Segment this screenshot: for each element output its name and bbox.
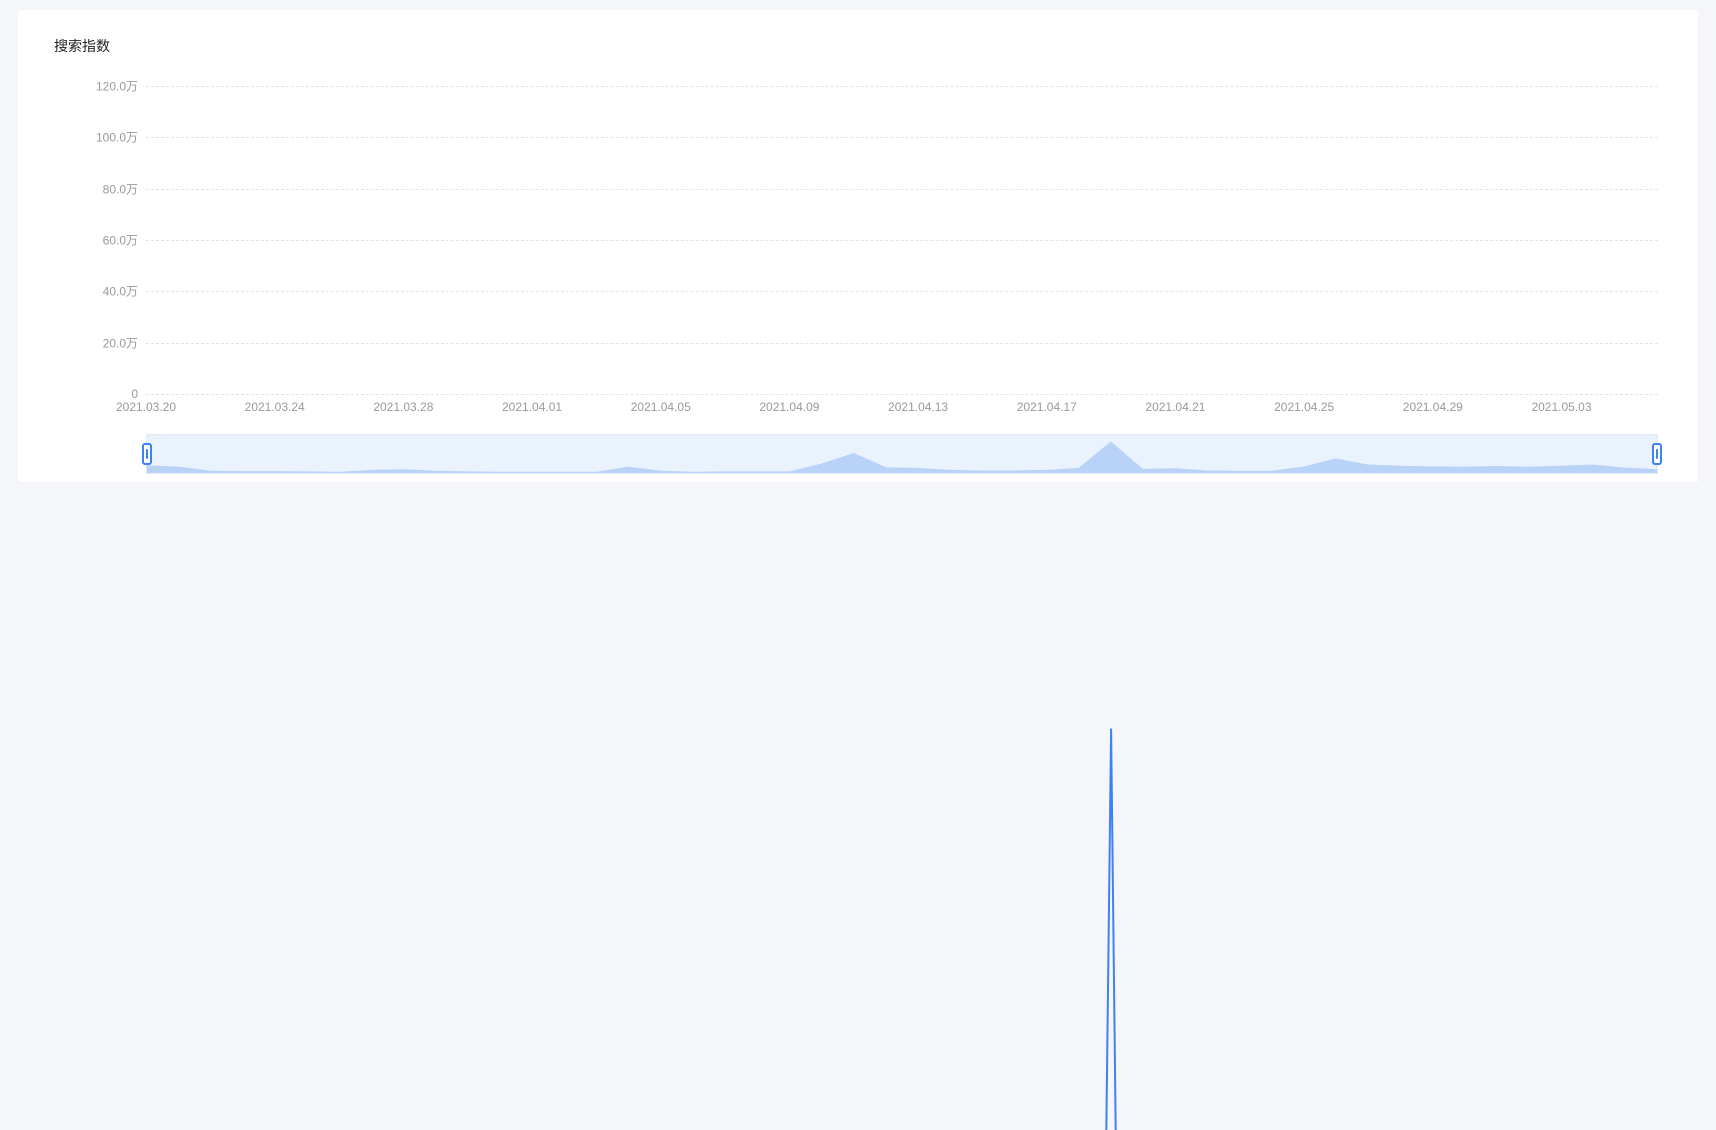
y-tick-label: 0	[70, 387, 138, 401]
plot-area: 020.0万40.0万60.0万80.0万100.0万120.0万	[146, 86, 1658, 394]
x-tick-label: 2021.03.24	[245, 400, 305, 414]
x-tick-label: 2021.03.28	[373, 400, 433, 414]
gridline	[146, 137, 1658, 138]
y-tick-label: 120.0万	[70, 78, 138, 95]
chart-card: 搜索指数 020.0万40.0万60.0万80.0万100.0万120.0万 2…	[18, 10, 1698, 482]
gridline	[146, 291, 1658, 292]
x-tick-label: 2021.04.21	[1145, 400, 1205, 414]
brush-handle-left[interactable]	[142, 443, 152, 465]
x-axis: 2021.03.202021.03.242021.03.282021.04.01…	[146, 394, 1658, 416]
brush-handle-right[interactable]	[1652, 443, 1662, 465]
x-tick-label: 2021.04.13	[888, 400, 948, 414]
range-brush[interactable]	[146, 434, 1658, 474]
y-tick-label: 80.0万	[70, 180, 138, 197]
gridline	[146, 189, 1658, 190]
gridline	[146, 343, 1658, 344]
chart-title: 搜索指数	[18, 10, 1698, 56]
x-tick-label: 2021.05.03	[1531, 400, 1591, 414]
chart-area: 020.0万40.0万60.0万80.0万100.0万120.0万 2021.0…	[18, 56, 1698, 482]
brush-mini-chart	[147, 435, 1657, 473]
x-tick-label: 2021.04.25	[1274, 400, 1334, 414]
gridline	[146, 240, 1658, 241]
x-tick-label: 2021.04.29	[1403, 400, 1463, 414]
y-tick-label: 100.0万	[70, 129, 138, 146]
x-tick-label: 2021.04.05	[631, 400, 691, 414]
x-tick-label: 2021.04.17	[1017, 400, 1077, 414]
x-tick-label: 2021.04.09	[759, 400, 819, 414]
x-tick-label: 2021.04.01	[502, 400, 562, 414]
series-line	[146, 86, 1658, 1130]
y-tick-label: 20.0万	[70, 334, 138, 351]
y-tick-label: 60.0万	[70, 232, 138, 249]
y-tick-label: 40.0万	[70, 283, 138, 300]
gridline	[146, 86, 1658, 87]
x-tick-label: 2021.03.20	[116, 400, 176, 414]
